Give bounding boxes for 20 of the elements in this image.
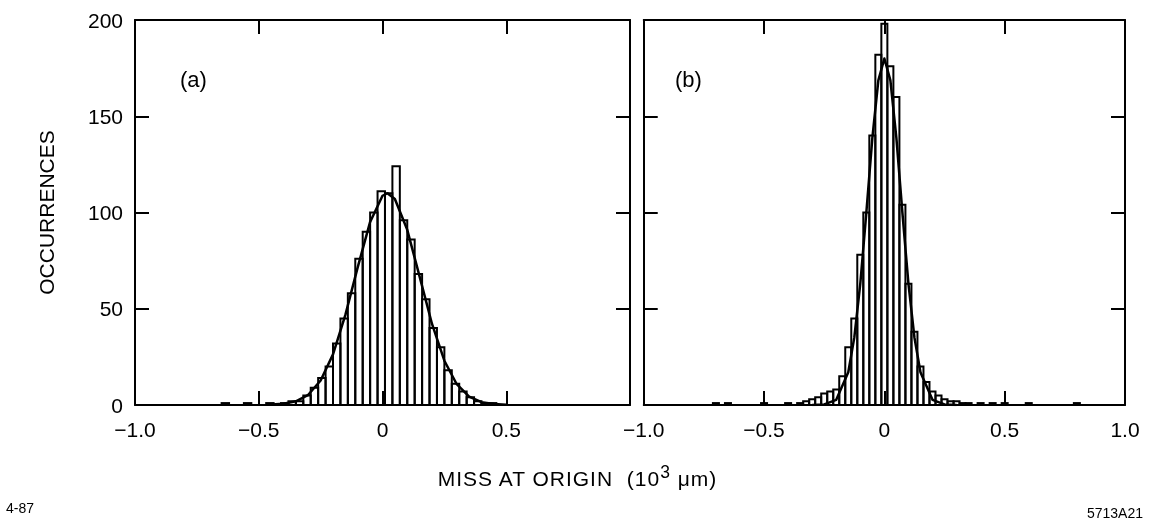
x-tick-label: 0	[878, 418, 891, 441]
y-tick-label: 0	[111, 393, 123, 417]
x-tick-label: −1.0	[114, 418, 156, 441]
x-tick-label: 0	[376, 418, 389, 441]
x-tick-label: 0.5	[990, 418, 1020, 441]
y-tick-label: 100	[87, 201, 123, 224]
y-axis-title: OCCURRENCES	[35, 130, 58, 295]
y-tick-label: 50	[99, 297, 123, 321]
text: 5713A21	[1086, 505, 1143, 521]
annotation: (a)	[180, 66, 207, 92]
x-axis-title: MISS AT ORIGIN (10$^{3}$ μm)	[436, 462, 719, 491]
x-tick-label: −0.5	[743, 418, 785, 441]
x-tick-label: 1.0	[1110, 418, 1140, 441]
annotation: (b)	[675, 66, 702, 92]
x-tick-label: 0.5	[491, 418, 521, 441]
x-tick-label: −1.0	[622, 418, 665, 441]
x-tick-label: −0.5	[238, 418, 280, 441]
y-tick-label: 200	[87, 8, 123, 32]
text: 4-87	[6, 500, 35, 516]
y-tick-label: 150	[87, 104, 123, 128]
